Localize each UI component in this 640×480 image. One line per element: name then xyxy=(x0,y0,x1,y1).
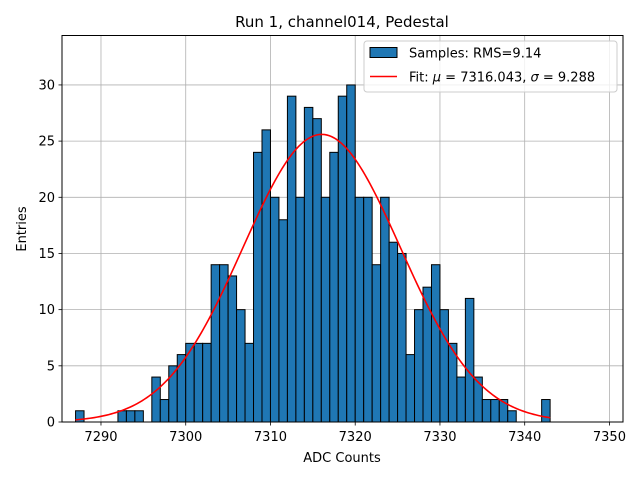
histogram-bar xyxy=(159,399,170,423)
histogram-bars xyxy=(75,84,551,423)
histogram-bar xyxy=(456,376,466,423)
histogram-bar xyxy=(176,354,187,423)
x-tick-label: 7310 xyxy=(254,430,287,445)
histogram-bar xyxy=(236,309,246,423)
y-tick-label: 5 xyxy=(47,359,55,374)
legend-fit-label-prefix: Fit: xyxy=(409,71,433,86)
y-tick-label: 15 xyxy=(38,247,55,262)
histogram-bar xyxy=(388,241,399,423)
legend-histogram-swatch xyxy=(369,47,398,58)
histogram-bar xyxy=(371,264,382,423)
y-tick-label: 30 xyxy=(38,78,55,93)
histogram-bar xyxy=(261,129,271,423)
histogram-bar xyxy=(541,399,551,423)
histogram-bar xyxy=(269,196,280,423)
y-tick-label: 25 xyxy=(38,135,55,150)
histogram-bar xyxy=(202,342,212,423)
legend-histogram-label: Samples: RMS=9.14 xyxy=(409,47,541,62)
histogram-bar xyxy=(329,151,339,423)
x-tick-label: 7350 xyxy=(593,430,626,445)
histogram-bar xyxy=(303,106,314,423)
histogram-bar xyxy=(430,264,441,423)
histogram-bar xyxy=(134,410,144,423)
histogram-bar xyxy=(397,252,407,423)
histogram-bar xyxy=(295,196,305,423)
histogram-bar xyxy=(320,196,331,423)
histogram-bar xyxy=(380,196,390,423)
fit-curve xyxy=(75,133,551,421)
plot-frame xyxy=(61,35,624,423)
histogram-bar xyxy=(253,151,263,423)
histogram-bar xyxy=(278,219,288,423)
x-tick-label: 7290 xyxy=(84,430,117,445)
histogram-bar xyxy=(481,399,492,423)
y-axis-ticks: 0 5 10 15 20 25 30 xyxy=(38,78,62,431)
histogram-bar xyxy=(414,309,424,423)
histogram-bar xyxy=(346,84,356,423)
y-tick-label: 20 xyxy=(38,191,55,206)
histogram-bar xyxy=(490,399,500,423)
histogram-bar xyxy=(244,342,255,423)
histogram-bar xyxy=(473,376,483,423)
histogram-bar xyxy=(151,376,161,423)
histogram-bar xyxy=(117,410,127,423)
x-axis-label: ADC Counts xyxy=(303,451,381,466)
x-tick-label: 7300 xyxy=(169,430,202,445)
legend-fit-mu-value: = 7316.043, xyxy=(441,71,530,86)
x-tick-label: 7330 xyxy=(423,430,456,445)
legend-fit-sigma-value: = 9.288 xyxy=(539,71,595,86)
histogram-bar xyxy=(405,354,416,423)
histogram-bar xyxy=(227,275,238,423)
y-axis-label: Entries xyxy=(15,206,30,252)
histogram-bar xyxy=(286,95,297,423)
histogram-bar xyxy=(125,410,136,423)
histogram-bar xyxy=(422,286,432,423)
legend-fit-label: Fit: μ = 7316.043, σ = 9.288 xyxy=(409,71,595,86)
y-tick-label: 0 xyxy=(47,416,55,431)
histogram-bar xyxy=(363,196,373,423)
histogram-bar xyxy=(464,297,475,423)
legend-fit-mu-symbol: μ xyxy=(432,71,441,86)
histogram-bar xyxy=(210,264,221,423)
histogram-bar xyxy=(312,118,322,423)
x-tick-label: 7340 xyxy=(508,430,541,445)
histogram-bar xyxy=(354,196,365,423)
histogram-bar xyxy=(193,342,204,423)
histogram-bar xyxy=(439,309,449,423)
legend: Samples: RMS=9.14 Fit: μ = 7316.043, σ =… xyxy=(363,40,618,93)
x-axis-ticks: 7290 7300 7310 7320 7330 7340 7350 xyxy=(84,422,626,445)
x-tick-label: 7320 xyxy=(339,430,372,445)
legend-fit-sigma-symbol: σ xyxy=(531,71,540,86)
y-tick-label: 10 xyxy=(38,303,55,318)
histogram-bar xyxy=(507,410,517,423)
chart-title: Run 1, channel014, Pedestal xyxy=(235,13,449,31)
legend-box xyxy=(363,40,618,93)
